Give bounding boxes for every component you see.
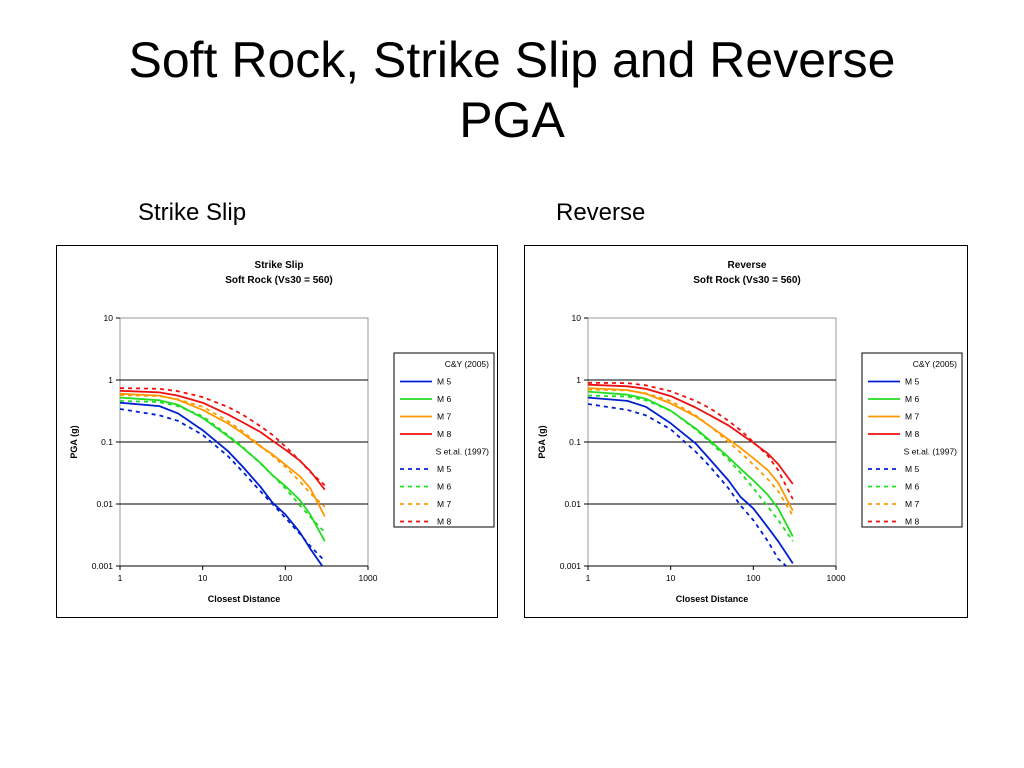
series-line-cy-m5 <box>588 396 794 564</box>
legend-item-label: M 8 <box>437 517 451 527</box>
x-tick-label: 100 <box>278 573 292 583</box>
x-tick-label: 1000 <box>827 573 846 583</box>
legend-item-label: M 8 <box>905 517 919 527</box>
strike-slip-chart-svg: Strike Slip Soft Rock (Vs30 = 560) 0.001 0.… <box>69 260 495 604</box>
y-tick-label: 0.1 <box>569 437 581 447</box>
series-line-cy-m5 <box>120 401 324 566</box>
legend-group-label: S et.al. (1997) <box>904 447 958 457</box>
series-line-sea-m6 <box>588 394 794 542</box>
legend-item-label: M 7 <box>437 499 451 509</box>
legend-item-label: M 6 <box>437 394 451 404</box>
legend-item-label: M 5 <box>437 464 451 474</box>
series-line-sea-m7 <box>120 394 326 508</box>
y-tick-label: 0.01 <box>564 499 581 509</box>
strike-slip-label: Strike Slip <box>138 199 247 226</box>
y-tick-label: 10 <box>104 313 114 323</box>
slide-title-line-1: Soft Rock, Strike Slip and Reverse <box>128 32 896 88</box>
x-axis-title: Closest Distance <box>676 594 749 604</box>
legend-group-label: S et.al. (1997) <box>436 447 490 457</box>
x-tick-label: 10 <box>666 573 676 583</box>
series-line-cy-m6 <box>588 390 794 537</box>
series-line-cy-m7 <box>588 387 794 512</box>
reverse-chart: Reverse Soft Rock (Vs30 = 560) 0.001 0.01 0.… <box>524 245 968 618</box>
x-tick-label: 1000 <box>359 573 378 583</box>
slide-title-line-2: PGA <box>459 92 565 148</box>
series-line-cy-m7 <box>120 392 326 517</box>
y-tick-label: 10 <box>572 313 582 323</box>
chart-title: Reverse <box>728 260 767 271</box>
legend-item-label: M 7 <box>905 412 919 422</box>
reverse-chart-svg: Reverse Soft Rock (Vs30 = 560) 0.001 0.01 0.… <box>537 260 963 604</box>
strike-slip-chart: Strike Slip Soft Rock (Vs30 = 560) 0.001 0.… <box>56 245 498 618</box>
y-tick-label: 1 <box>108 375 113 385</box>
y-tick-label: 0.01 <box>96 499 113 509</box>
series-line-cy-m8 <box>588 383 794 485</box>
legend-item-label: M 7 <box>437 412 451 422</box>
legend-item-label: M 7 <box>905 499 919 509</box>
series-group <box>120 387 326 566</box>
series-line-cy-m6 <box>120 396 326 542</box>
series-line-sea-m5 <box>120 408 326 562</box>
chart-title: Strike Slip <box>255 260 304 271</box>
x-tick-label: 1 <box>586 573 591 583</box>
series-line-sea-m7 <box>588 388 794 517</box>
slide-title: Soft Rock, Strike Slip and Reverse PGA <box>0 30 1024 150</box>
legend-item-label: M 5 <box>905 464 919 474</box>
x-tick-label: 1 <box>118 573 123 583</box>
legend-item-label: M 6 <box>905 394 919 404</box>
y-tick-label: 1 <box>576 375 581 385</box>
series-line-sea-m8 <box>588 381 794 500</box>
legend-item-label: M 8 <box>905 429 919 439</box>
chart-subtitle: Soft Rock (Vs30 = 560) <box>693 275 801 286</box>
legend-item-label: M 8 <box>437 429 451 439</box>
series-line-sea-m5 <box>588 403 787 566</box>
y-axis-title: PGA (g) <box>537 425 547 458</box>
y-tick-label: 0.1 <box>101 437 113 447</box>
series-line-sea-m6 <box>120 400 326 533</box>
x-tick-label: 10 <box>198 573 208 583</box>
legend-item-label: M 6 <box>437 482 451 492</box>
chart-subtitle: Soft Rock (Vs30 = 560) <box>225 275 333 286</box>
legend-item-label: M 5 <box>437 377 451 387</box>
legend-item-label: M 6 <box>905 482 919 492</box>
reverse-label: Reverse <box>556 199 646 226</box>
series-line-sea-m8 <box>120 387 326 486</box>
y-axis-title: PGA (g) <box>69 425 79 458</box>
legend-group-label: C&Y (2005) <box>913 359 957 369</box>
legend-box <box>393 352 495 528</box>
legend-group-label: C&Y (2005) <box>445 359 489 369</box>
series-group <box>588 381 794 566</box>
legend-item-label: M 5 <box>905 377 919 387</box>
y-tick-label: 0.001 <box>92 561 114 571</box>
x-tick-label: 100 <box>746 573 760 583</box>
x-axis-title: Closest Distance <box>208 594 281 604</box>
y-tick-label: 0.001 <box>560 561 582 571</box>
